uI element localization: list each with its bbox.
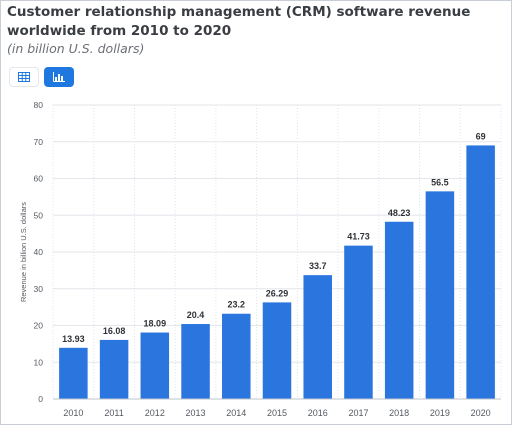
y-tick-label: 50 <box>34 210 44 220</box>
bar <box>59 347 88 399</box>
data-label: 33.7 <box>309 261 327 271</box>
bar <box>466 145 495 399</box>
y-tick-label: 70 <box>34 137 44 147</box>
chart-title: Customer relationship management (CRM) s… <box>7 4 471 39</box>
x-tick-label: 2013 <box>186 408 206 418</box>
x-tick-label: 2019 <box>430 408 450 418</box>
table-view-button[interactable] <box>9 67 39 87</box>
data-label: 69 <box>476 131 486 141</box>
data-label: 23.2 <box>228 300 246 310</box>
x-tick-label: 2016 <box>308 408 328 418</box>
bar <box>140 332 170 399</box>
y-tick-label: 10 <box>34 357 44 367</box>
y-axis-label: Revenue in billion U.S. dollars <box>19 202 28 302</box>
chart-subtitle: (in billion U.S. dollars) <box>7 41 145 56</box>
data-label: 41.73 <box>347 232 370 242</box>
bar <box>262 302 292 399</box>
data-label: 13.93 <box>62 334 85 344</box>
bar <box>222 313 251 399</box>
bar <box>181 324 210 399</box>
bar <box>384 221 414 399</box>
y-tick-label: 80 <box>34 100 44 110</box>
y-tick-label: 0 <box>38 394 43 404</box>
y-tick-label: 30 <box>34 284 44 294</box>
bar <box>344 245 373 399</box>
x-tick-label: 2012 <box>145 408 165 418</box>
bar-chart-icon <box>53 72 65 82</box>
x-tick-label: 2017 <box>348 408 368 418</box>
data-label: 18.09 <box>144 319 167 329</box>
chart-area: 0 10 20 30 40 50 60 70 80 Revenue in billion U.S.… <box>1 96 511 424</box>
data-label: 48.23 <box>388 208 411 218</box>
y-tick-label: 40 <box>34 247 44 257</box>
bar <box>425 191 455 399</box>
data-label: 26.29 <box>266 288 289 298</box>
x-tick-label: 2011 <box>104 408 123 418</box>
x-tick-label: 2014 <box>226 408 246 418</box>
bar <box>303 275 332 399</box>
data-label: 56.5 <box>431 177 449 187</box>
y-tick-label: 20 <box>34 321 44 331</box>
bar-chart: 0 10 20 30 40 50 60 70 80 Revenue in billion U.S.… <box>19 100 502 418</box>
y-tick-label: 60 <box>34 174 44 184</box>
x-tick-label: 2010 <box>63 408 83 418</box>
bar <box>99 339 129 399</box>
data-label: 16.08 <box>103 326 126 336</box>
x-tick-label: 2015 <box>267 408 287 418</box>
x-tick-label: 2018 <box>389 408 409 418</box>
data-label: 20.4 <box>187 310 205 320</box>
x-tick-label: 2020 <box>471 408 491 418</box>
chart-view-button[interactable] <box>44 67 74 87</box>
table-icon <box>18 72 30 82</box>
